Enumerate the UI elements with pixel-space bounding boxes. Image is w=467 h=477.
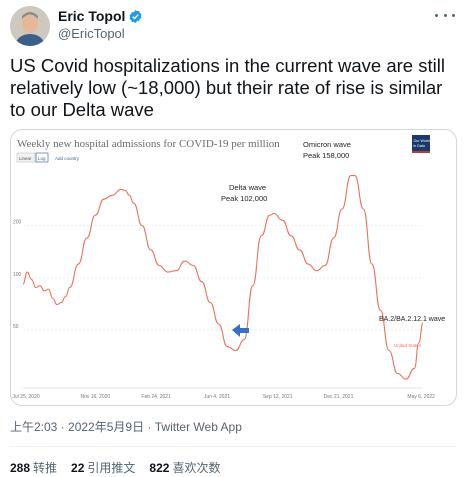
logo-line-1: Our World bbox=[414, 139, 430, 143]
logo-line-2: in Data bbox=[414, 144, 425, 148]
x-tick-label: Dec 21, 2021 bbox=[324, 394, 354, 400]
chart-grid bbox=[23, 225, 423, 331]
hospital-admissions-chart: Weekly new hospital admissions for COVID… bbox=[12, 135, 445, 400]
x-tick-label: Jun 4, 2021 bbox=[204, 394, 230, 400]
blue-arrow-icon bbox=[232, 324, 249, 337]
quotes-count: 22 bbox=[71, 461, 85, 475]
series-line-united-states bbox=[22, 175, 424, 380]
x-tick-label: Sep 12, 2021 bbox=[263, 394, 293, 400]
tweet-timestamp[interactable]: 上午2:03 · 2022年5月9日 bbox=[10, 420, 145, 434]
tweet-header: Eric Topol @EricTopol bbox=[10, 6, 457, 46]
meta-separator: · bbox=[144, 420, 155, 434]
more-options-icon[interactable] bbox=[435, 8, 455, 22]
chart-toggles: Linear Log Add country bbox=[16, 152, 80, 163]
log-toggle[interactable]: Log bbox=[38, 156, 46, 161]
x-tick-label: Jul 25, 2020 bbox=[12, 394, 39, 400]
annotation-omicron-1: Omicron wave bbox=[303, 140, 351, 149]
add-country-button[interactable]: Add country bbox=[55, 156, 80, 161]
verified-badge-icon bbox=[129, 9, 142, 23]
divider bbox=[10, 446, 457, 447]
y-tick-label: 100 bbox=[13, 272, 22, 278]
tweet-source[interactable]: Twitter Web App bbox=[154, 420, 242, 434]
likes-count: 822 bbox=[149, 461, 170, 475]
avatar-image bbox=[10, 6, 50, 46]
tweet-media[interactable]: Weekly new hospital admissions for COVID… bbox=[10, 129, 457, 406]
series-label-united-states: United States bbox=[394, 343, 422, 348]
likes-stat[interactable]: 822 喜欢次数 bbox=[149, 459, 220, 476]
likes-label: 喜欢次数 bbox=[172, 461, 221, 475]
linear-toggle-box[interactable] bbox=[16, 152, 36, 163]
x-tick-label: Nov 16, 2020 bbox=[80, 394, 110, 400]
linear-toggle[interactable]: Linear bbox=[19, 156, 32, 161]
x-axis-ticks: Jul 25, 2020 Nov 16, 2020 Feb 24, 2021 Jun … bbox=[12, 387, 435, 400]
annotation-ba2: BA.2/BA.2.12.1 wave bbox=[379, 316, 445, 323]
log-toggle-box[interactable] bbox=[35, 152, 49, 163]
quotes-label: 引用推文 bbox=[87, 461, 136, 475]
retweets-label: 转推 bbox=[33, 461, 58, 475]
author-handle[interactable]: @EricTopol bbox=[58, 26, 125, 41]
owid-logo: Our World in Data bbox=[412, 135, 430, 153]
annotation-delta-1: Delta wave bbox=[229, 183, 266, 192]
author-name[interactable]: Eric Topol bbox=[58, 8, 126, 24]
tweet-meta: 上午2:03 · 2022年5月9日 · Twitter Web App bbox=[10, 418, 242, 435]
annotation-delta-2: Peak 102,000 bbox=[221, 194, 267, 203]
y-tick-label: 200 bbox=[13, 220, 22, 226]
x-tick-label: Feb 24, 2021 bbox=[141, 394, 171, 400]
chart-title: Weekly new hospital admissions for COVID… bbox=[17, 138, 280, 150]
quotes-stat[interactable]: 22 引用推文 bbox=[71, 459, 135, 476]
y-tick-label: 50 bbox=[13, 324, 19, 330]
annotation-omicron-2: Peak 158,000 bbox=[303, 151, 349, 160]
avatar[interactable] bbox=[10, 6, 50, 46]
y-axis-ticks: 50 100 200 bbox=[13, 220, 22, 330]
retweets-count: 288 bbox=[10, 461, 31, 475]
tweet-text: US Covid hospitalizations in the current… bbox=[10, 55, 445, 120]
retweets-stat[interactable]: 288 转推 bbox=[10, 459, 57, 476]
x-tick-label: May 6, 2022 bbox=[407, 394, 435, 400]
tweet-stats: 288 转推 22 引用推文 822 喜欢次数 bbox=[10, 459, 220, 476]
